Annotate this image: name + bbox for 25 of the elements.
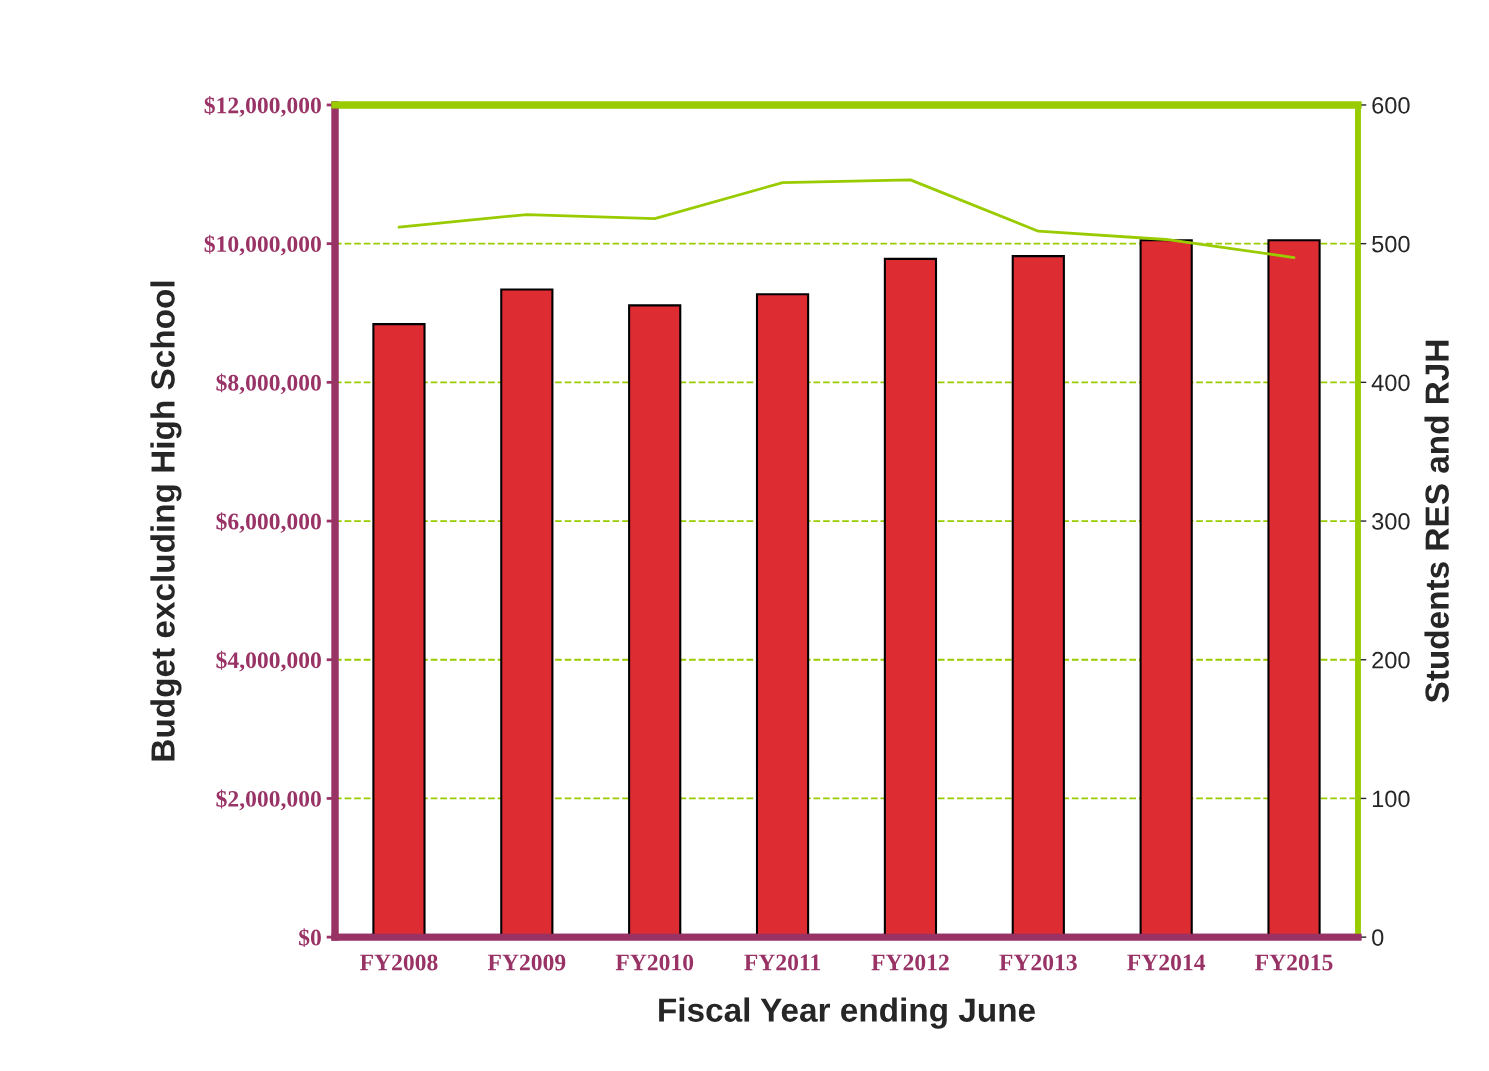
x-tick-label: FY2012 (871, 954, 949, 971)
x-tick-label: FY2008 (360, 954, 438, 971)
y2-tick-label: 200 (1372, 651, 1410, 669)
y-tick-label: $0 (299, 928, 321, 948)
y-tick-label: $4,000,000 (216, 650, 321, 672)
y2-tick-label: 0 (1372, 929, 1384, 946)
y2-tick-label: 100 (1372, 790, 1410, 808)
y2-axis-title: Students RES and RJH (1424, 340, 1449, 703)
y-tick-label: $6,000,000 (216, 512, 321, 533)
x-tick-label: FY2011 (744, 954, 821, 971)
x-tick-label: FY2009 (487, 954, 566, 971)
y-tick-label: $10,000,000 (204, 234, 321, 256)
x-tick-label: FY2015 (1255, 954, 1333, 971)
y2-tick-label: 500 (1372, 235, 1410, 253)
y2-tick-label: 600 (1372, 97, 1410, 114)
x-tick-label: FY2013 (999, 954, 1077, 971)
y-tick-label: $2,000,000 (216, 789, 321, 811)
x-tick-label: FY2010 (615, 954, 694, 971)
y2-tick-label: 400 (1371, 374, 1410, 392)
y2-tick-label: 300 (1372, 513, 1410, 530)
x-axis-title: Fiscal Year ending June (659, 997, 1035, 1029)
y-tick-label: $8,000,000 (216, 373, 321, 395)
x-tick-label: FY2014 (1127, 954, 1206, 971)
y-axis-title: Budget excluding High School (150, 281, 182, 761)
y-tick-label: $12,000,000 (204, 96, 321, 117)
